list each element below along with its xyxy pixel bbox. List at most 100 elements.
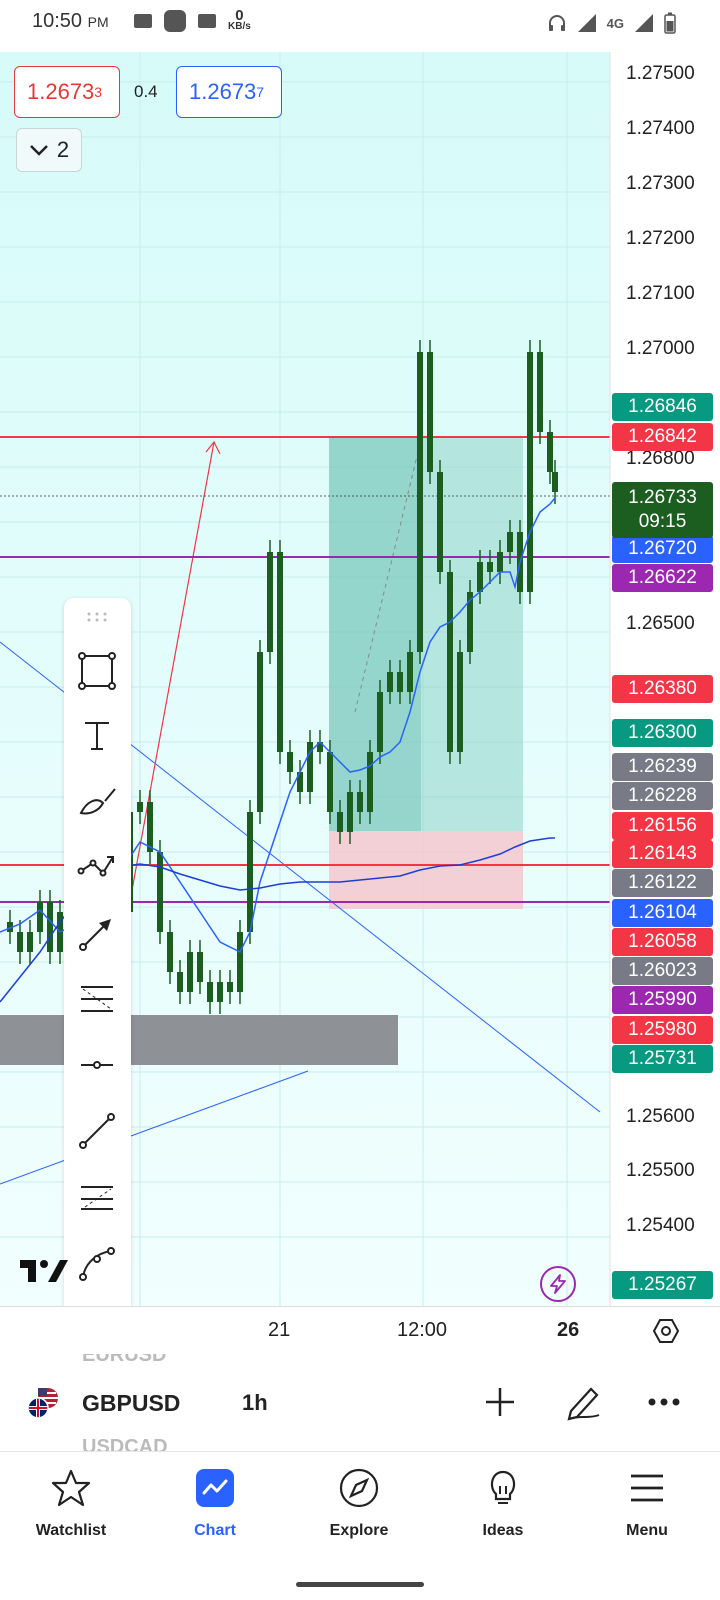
horizontal-line-icon [81,1061,113,1069]
price-axis-label: 1.27500 [626,63,695,84]
pen-icon [567,1387,600,1421]
candle-body [407,652,413,692]
next-symbol[interactable]: USDCAD [82,1436,168,1452]
brush-tool[interactable] [74,778,120,824]
path-tool[interactable] [74,844,120,890]
candle-body [507,532,513,552]
candle-body [167,932,173,972]
candle-body [227,982,233,992]
candle-body [497,552,503,572]
bid-price-button[interactable]: 1.2673 3 [14,66,120,118]
price-tag: 1.26239 [612,753,713,781]
nav-explore[interactable]: Explore [294,1466,424,1540]
horizontal-ray-tool[interactable] [74,1042,120,1088]
battery-icon [664,12,676,34]
prev-symbol[interactable]: EURUSD [82,1354,167,1366]
price-axis-label: 1.25600 [626,1106,695,1127]
price-axis-label: 1.27200 [626,228,695,249]
trend-line-tool[interactable] [74,1108,120,1154]
indicators-count: 2 [56,137,70,162]
price-tag: 1.26300 [612,719,713,747]
indicators-toggle-button[interactable]: 2 [16,128,82,172]
nav-watchlist[interactable]: Watchlist [6,1466,136,1540]
ask-price-button[interactable]: 1.2673 7 [176,66,282,118]
candle-body [177,972,183,992]
drawing-button[interactable] [564,1382,604,1422]
symbol-name[interactable]: GBPUSD [82,1390,181,1416]
price-tag: 1.26380 [612,675,713,703]
ascending-trendline[interactable] [0,1070,309,1185]
nav-chart[interactable]: Chart [150,1466,280,1540]
long-position-profit-zone[interactable] [329,437,523,831]
candle-body [157,852,163,932]
support-zone[interactable] [0,1015,398,1065]
candle-body [397,672,403,692]
nav-label: Explore [329,1522,389,1539]
status-time: 10:50 PM [32,10,109,32]
price-axis-label: 1.27300 [626,173,695,194]
symbol-bar[interactable]: EURUSD GBPUSD 1h USDCAD [0,1354,720,1452]
interval-button[interactable]: 1h [242,1390,268,1415]
candle-body [357,792,363,812]
notification-icons: 0 KB/s [134,8,251,32]
current-price-tag: 1.26733 09:15 [612,482,713,538]
curve-tool[interactable] [74,1240,120,1286]
rectangle-tool[interactable] [74,648,120,694]
headphones-icon [548,15,565,31]
time-axis[interactable]: 21 12:00 26 [0,1306,720,1354]
price-tag: 1.26842 [612,423,713,451]
flash-icon[interactable] [540,1266,576,1302]
price-tag: 1.26846 [612,393,713,421]
projection-arrow[interactable] [127,441,215,913]
candle-body [427,352,433,472]
nav-menu[interactable]: Menu [582,1466,712,1540]
curve-icon [79,1247,115,1281]
nav-ideas[interactable]: Ideas [438,1466,568,1540]
time-label: 12:00 [397,1319,448,1341]
fib-retracement-tool[interactable] [74,976,120,1022]
hamburger-icon [631,1474,663,1502]
bottom-navigation[interactable]: Watchlist Chart Explore Ideas Menu [0,1452,720,1600]
candle-body [217,982,223,1002]
candle-body [487,562,493,572]
candle-body [267,552,273,652]
star-icon [51,1469,91,1507]
arrow-icon [79,919,111,951]
mail-icon [198,14,216,28]
spread-value: 0.4 [134,82,158,101]
long-position-stop-zone[interactable] [329,831,523,909]
price-tag: 1.26720 [612,535,713,563]
pitchfork-tool[interactable] [74,1174,120,1220]
app-notification-icon [164,10,186,32]
candle-body [537,352,543,432]
wallet-icon [134,14,152,28]
candle-body [187,952,193,992]
price-tag: 1.25980 [612,1016,713,1044]
chart-settings-button[interactable] [652,1317,680,1350]
candle-body [477,562,483,592]
candle-body [237,932,243,992]
ma-fast [0,497,556,954]
settings-hex-icon [652,1319,680,1343]
lightbulb-icon [490,1470,516,1504]
candle-body [447,572,453,752]
tradingview-logo [20,1254,70,1293]
candle-body [417,352,423,652]
text-icon [85,722,109,750]
toolbar-drag-handle[interactable] [86,610,108,622]
text-tool[interactable] [74,712,120,758]
home-indicator[interactable] [296,1582,424,1587]
chart-area[interactable]: 1.2673 3 0.4 1.2673 7 2 1.27500 1.27400 1.27… [0,52,720,1354]
add-button[interactable] [480,1382,520,1422]
price-axis-label: 1.27100 [626,283,695,304]
candle-body [457,652,463,752]
candle-body [367,752,373,812]
candle-body [247,812,253,932]
arrow-tool[interactable] [74,910,120,956]
candle-body [467,592,473,652]
candle-body [197,952,203,982]
more-horizontal-icon [648,1398,680,1406]
drawing-toolbar[interactable] [64,598,131,1354]
more-options-button[interactable] [644,1382,684,1422]
candle-body [317,742,323,752]
